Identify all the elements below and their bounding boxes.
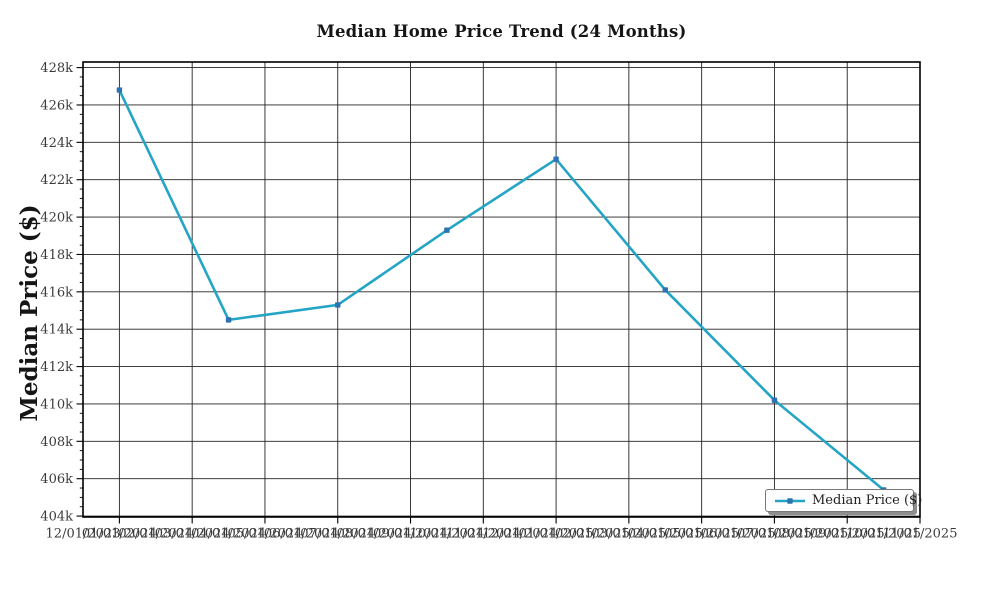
x-tick-label: 07/01/2024 xyxy=(300,527,375,542)
y-tick-label: 424k xyxy=(40,136,73,151)
data-point-marker xyxy=(444,227,450,233)
x-tick-label: 02/01/2025 xyxy=(555,527,630,542)
x-tick-label: 12/01/2024 xyxy=(482,527,557,542)
x-tick-label: 07/01/2025 xyxy=(737,527,812,542)
legend-line-symbol xyxy=(775,497,805,504)
x-tick-label: 05/01/2025 xyxy=(664,527,739,542)
y-tick-label: 410k xyxy=(40,397,73,412)
data-point-marker xyxy=(662,287,668,293)
y-tick-label: 406k xyxy=(40,472,73,487)
plot-border xyxy=(82,61,921,518)
x-tick-label: 06/01/2025 xyxy=(701,527,776,542)
x-tick-label: 04/01/2024 xyxy=(191,527,266,542)
x-tick-label: 01/01/2025 xyxy=(519,527,594,542)
data-point-marker xyxy=(335,302,341,308)
x-tick-label: 10/01/2025 xyxy=(846,527,921,542)
x-tick-label: 03/01/2024 xyxy=(155,527,230,542)
legend: Median Price ($) xyxy=(765,489,922,512)
data-point-marker xyxy=(553,156,559,162)
y-tick-label: 414k xyxy=(40,323,73,338)
x-tick-label: 08/01/2024 xyxy=(337,527,412,542)
x-tick-label: 08/01/2025 xyxy=(773,527,848,542)
data-point-marker xyxy=(116,87,123,93)
data-point-marker xyxy=(771,397,778,403)
x-tick-label: 11/01/2024 xyxy=(446,527,521,542)
x-tick-label: 05/01/2024 xyxy=(227,527,302,542)
y-tick-label: 404k xyxy=(40,510,73,525)
price-line xyxy=(118,88,885,492)
x-tick-label: 06/01/2024 xyxy=(264,527,339,542)
y-tick-label: 426k xyxy=(40,98,73,113)
x-tick-label: 04/01/2025 xyxy=(628,527,703,542)
x-tick-label: 12/01/2023 xyxy=(46,527,121,542)
x-tick-label: 09/01/2024 xyxy=(373,527,448,542)
x-tick-label: 09/01/2025 xyxy=(810,527,885,542)
legend-label: Median Price ($) xyxy=(812,493,923,508)
x-tick-label: 11/01/2025 xyxy=(883,527,958,542)
y-tick-label: 428k xyxy=(40,61,73,76)
legend-marker xyxy=(787,497,793,504)
x-tick-label: 10/01/2024 xyxy=(409,527,484,542)
y-tick-label: 408k xyxy=(40,435,73,450)
y-tick-label: 422k xyxy=(40,173,73,188)
data-point-marker xyxy=(225,317,232,323)
y-tick-label: 412k xyxy=(40,360,73,375)
x-tick-label: 03/01/2025 xyxy=(591,527,666,542)
x-tick-label: 02/01/2024 xyxy=(118,527,193,542)
y-tick-label: 418k xyxy=(40,248,73,263)
chart-title: Median Home Price Trend (24 Months) xyxy=(316,22,687,41)
x-tick-label: 01/01/2024 xyxy=(82,527,157,542)
y-tick-label: 420k xyxy=(40,211,73,226)
y-tick-label: 416k xyxy=(40,285,73,300)
